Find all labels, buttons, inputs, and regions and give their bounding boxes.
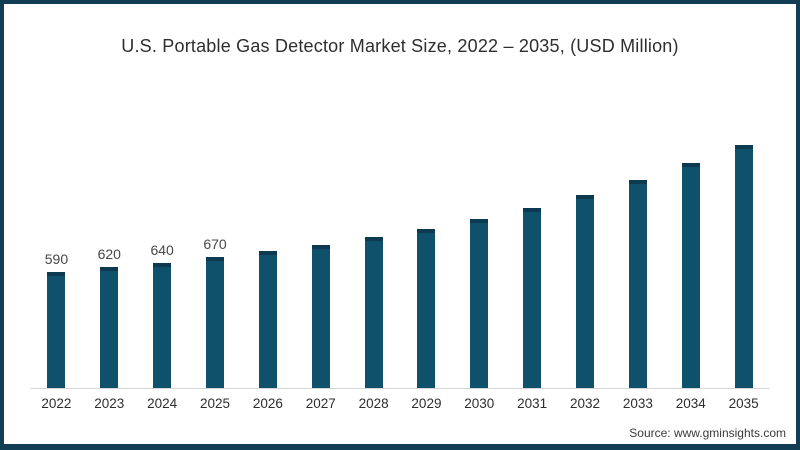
bar — [364, 237, 383, 388]
x-axis-tick-label: 2026 — [252, 396, 283, 411]
x-axis-tick-label: 2032 — [570, 396, 601, 411]
bar-column: 2034 — [664, 130, 717, 411]
bar — [523, 208, 542, 388]
bar-column: 2033 — [611, 130, 664, 411]
x-axis-tick-label: 2022 — [41, 396, 72, 411]
chart-title: U.S. Portable Gas Detector Market Size, … — [121, 36, 679, 56]
x-axis-tick-label: 2034 — [675, 396, 706, 411]
bar — [417, 229, 436, 388]
bar-value-label: 640 — [150, 242, 174, 258]
x-axis-tick-label: 2027 — [305, 396, 336, 411]
x-axis-tick-label: 2028 — [358, 396, 389, 411]
x-axis-tick-label: 2035 — [728, 396, 759, 411]
bar — [258, 251, 277, 388]
bar — [100, 267, 119, 388]
bar-column: 590 2022 — [30, 130, 83, 411]
bar — [681, 163, 700, 388]
source-credit: Source: www.gminsights.com — [629, 426, 786, 440]
bar-column: 640 2024 — [136, 130, 189, 411]
bar-column: 2035 — [717, 130, 770, 411]
bar-column: 2028 — [347, 130, 400, 411]
bar-column: 2031 — [506, 130, 559, 411]
x-axis-tick-label: 2025 — [199, 396, 231, 411]
bar-column: 620 2023 — [83, 130, 136, 411]
bar-column: 2032 — [559, 130, 612, 411]
bar-value-label: 620 — [97, 246, 121, 262]
bar — [470, 219, 489, 388]
bar-column: 2026 — [241, 130, 294, 411]
bar-value-label: 590 — [44, 251, 69, 267]
bar — [206, 257, 224, 388]
bar-value-label: 670 — [203, 236, 227, 252]
bar-column: 2027 — [294, 130, 347, 411]
x-axis-tick-label: 2023 — [94, 396, 125, 411]
x-axis-tick-label: 2030 — [464, 396, 495, 411]
x-axis-tick-label: 2024 — [147, 396, 178, 411]
bar — [628, 180, 647, 388]
bar — [311, 245, 330, 388]
bar-chart: 590 2022 620 2023 640 2024 670 2025 2026 2027 2028… — [30, 130, 770, 411]
bar-column: 2029 — [400, 130, 453, 411]
bar-column: 670 2025 — [189, 130, 242, 411]
bar — [153, 263, 172, 388]
x-axis-tick-label: 2029 — [411, 396, 442, 411]
bar-column: 2030 — [453, 130, 506, 411]
bar — [576, 195, 595, 388]
bar — [734, 145, 753, 388]
x-axis-tick-label: 2033 — [622, 396, 653, 411]
x-axis-tick-label: 2031 — [517, 396, 548, 411]
bar — [47, 272, 66, 388]
